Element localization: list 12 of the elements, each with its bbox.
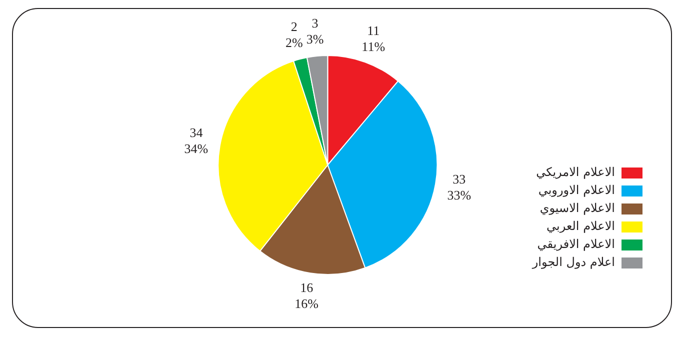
legend-label: الاعلام العربي bbox=[546, 219, 615, 234]
data-label: 2 2% bbox=[285, 19, 303, 50]
legend-label: الاعلام الامريكي bbox=[536, 165, 615, 180]
legend-label: الاعلام الافريقي bbox=[537, 237, 615, 252]
legend-label: الاعلام الاوروبي bbox=[538, 183, 615, 198]
data-label: 11 11% bbox=[362, 22, 386, 54]
data-label: 3 3% bbox=[306, 16, 324, 47]
legend-label: اعلام دول الجوار bbox=[531, 255, 615, 270]
data-label: 34 34% bbox=[184, 125, 208, 156]
data-label: 33 33% bbox=[447, 172, 472, 203]
data-label: 16 16% bbox=[294, 280, 319, 312]
legend-label: الاعلام الاسيوي bbox=[540, 201, 615, 216]
